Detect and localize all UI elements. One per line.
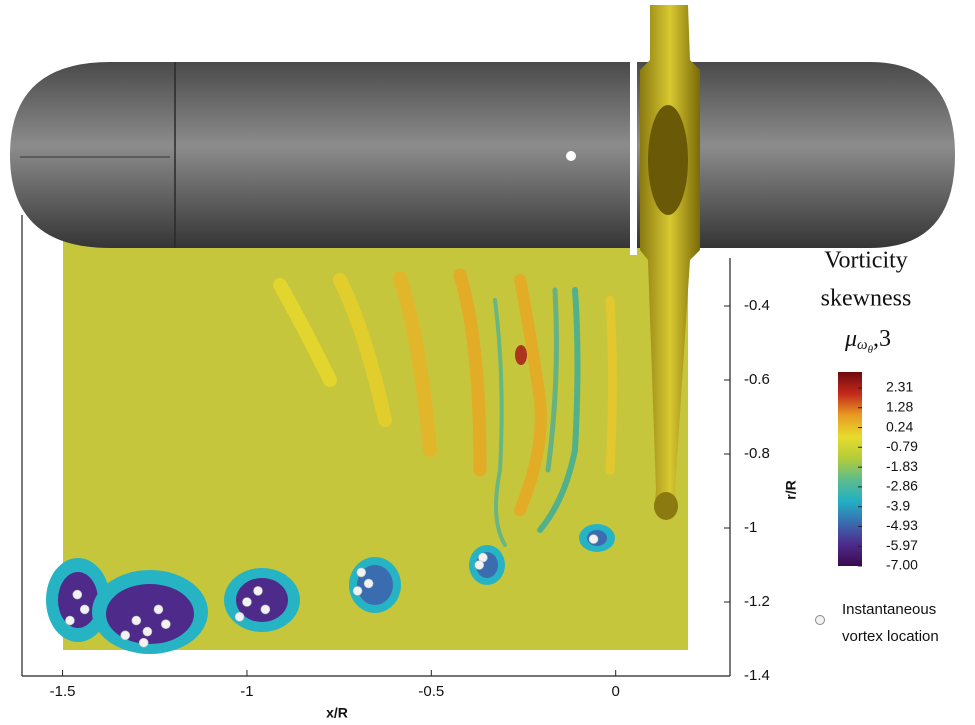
colorbar-title: Vorticity bbox=[824, 248, 908, 274]
y-tick-label: -0.4 bbox=[744, 297, 770, 314]
colorbar-tick-label: -5.97 bbox=[886, 537, 918, 553]
vortex-point bbox=[242, 597, 252, 607]
y-tick-label: -1.2 bbox=[744, 593, 770, 610]
vortex-point bbox=[356, 567, 367, 578]
legend-label: Instantaneous bbox=[842, 601, 936, 618]
vortex-point bbox=[161, 619, 171, 630]
colorbar-tick-label: -2.86 bbox=[886, 478, 918, 494]
vortex-point bbox=[72, 589, 83, 600]
y-tick-label: -1.4 bbox=[744, 667, 770, 684]
vortex-point bbox=[474, 560, 485, 570]
y-tick-label: -0.6 bbox=[744, 371, 770, 388]
legend-label: vortex location bbox=[842, 628, 939, 645]
colorbar-tick-label: 2.31 bbox=[886, 379, 913, 395]
x-tick-label: -1.5 bbox=[50, 683, 76, 700]
colorbar-tick-label: -1.83 bbox=[886, 458, 918, 474]
vorticity-field bbox=[46, 230, 688, 654]
x-axis-label: x/R bbox=[326, 705, 348, 721]
x-tick-label: 0 bbox=[612, 683, 620, 700]
vortex-point bbox=[120, 630, 131, 641]
vortex-point bbox=[142, 626, 153, 637]
vortex-point bbox=[153, 604, 164, 615]
hull bbox=[10, 55, 955, 255]
colorbar-tick-label: 1.28 bbox=[886, 398, 913, 414]
colorbar-tick-label: -7.00 bbox=[886, 557, 918, 573]
vortex-point bbox=[260, 604, 271, 615]
colorbar-tick-label: 0.24 bbox=[886, 418, 913, 434]
vortex-point bbox=[588, 534, 599, 544]
vortex-point bbox=[131, 615, 142, 626]
vortex-point bbox=[363, 578, 374, 589]
vortex-point bbox=[65, 615, 75, 626]
legend-marker bbox=[815, 615, 825, 625]
colorbar bbox=[838, 372, 862, 566]
vortex-point bbox=[234, 611, 245, 622]
x-tick-label: -0.5 bbox=[418, 683, 444, 700]
colorbar-tick-label: -3.9 bbox=[886, 497, 910, 513]
colorbar-tick-label: -4.93 bbox=[886, 517, 918, 533]
vortex-point bbox=[253, 586, 263, 596]
vortex-point bbox=[79, 604, 90, 615]
vortex-point bbox=[352, 586, 363, 596]
vortex-point bbox=[138, 637, 149, 648]
propeller bbox=[640, 5, 700, 520]
y-tick-label: -1 bbox=[744, 519, 757, 536]
y-tick-label: -0.8 bbox=[744, 445, 770, 462]
x-tick-label: -1 bbox=[240, 683, 253, 700]
colorbar-symbol: μωθ,3 bbox=[844, 326, 891, 356]
colorbar-tick-label: -0.79 bbox=[886, 438, 918, 454]
y-axis-label: r/R bbox=[783, 480, 799, 499]
colorbar-title: skewness bbox=[821, 286, 912, 312]
